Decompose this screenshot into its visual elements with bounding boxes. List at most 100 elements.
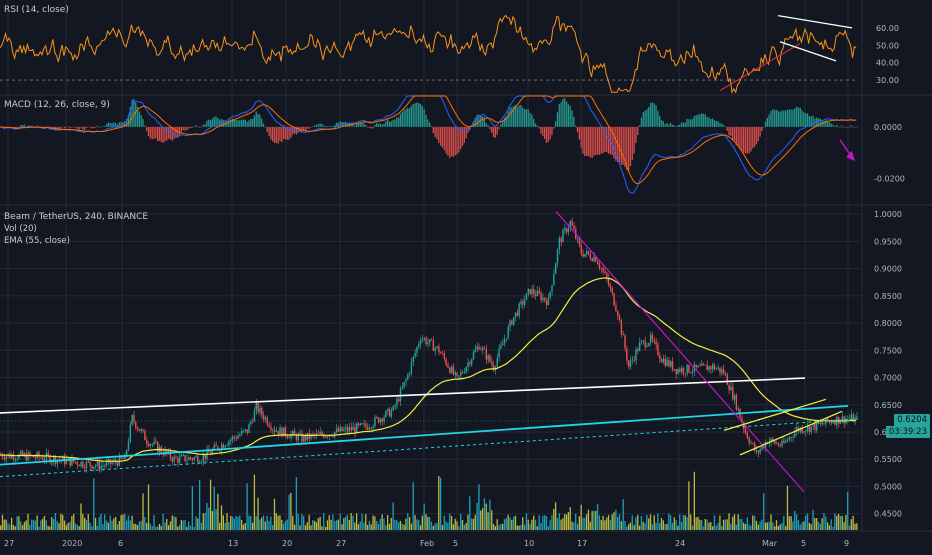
volume-bar: [768, 521, 770, 530]
volume-bar: [460, 513, 462, 530]
symbol-label[interactable]: Beam / TetherUS, 240, BINANCE: [4, 212, 149, 222]
time-axis-label: 6: [118, 539, 123, 548]
candle-body: [443, 353, 446, 359]
macd-hist-bar: [540, 126, 542, 134]
candle-body: [523, 300, 526, 305]
volume-bar: [688, 481, 690, 530]
macd-hist-bar: [856, 126, 858, 128]
rsi-line[interactable]: [0, 14, 857, 94]
candle-body: [631, 359, 634, 361]
volume-bar: [122, 514, 124, 530]
volume-bar: [7, 523, 9, 530]
volume-bar: [600, 519, 602, 530]
candle-body: [847, 418, 849, 420]
rsi-channel-lower[interactable]: [779, 41, 837, 62]
volume-bar: [569, 507, 571, 530]
candle-body: [138, 428, 141, 431]
volume-bar: [14, 526, 16, 530]
volume-bar: [82, 513, 84, 530]
arrow-down-right-icon[interactable]: [839, 139, 855, 161]
macd-hist-bar: [251, 119, 254, 127]
candle-body: [275, 430, 278, 432]
volume-bar: [156, 526, 159, 530]
price-pane[interactable]: [0, 211, 859, 530]
macd-pane[interactable]: [0, 95, 858, 194]
candle-body: [323, 434, 325, 438]
volume-bar: [377, 523, 380, 530]
macd-hist-bar: [801, 110, 803, 127]
macd-signal-line[interactable]: [0, 95, 857, 185]
macd-hist-bar: [839, 126, 842, 128]
candle-body: [686, 364, 688, 374]
ema-label[interactable]: EMA (55, close): [4, 236, 70, 246]
macd-hist-bar: [109, 123, 111, 127]
volume-bar: [808, 522, 811, 530]
macd-hist-bar: [372, 126, 374, 129]
volume-bar: [284, 520, 287, 530]
volume-bar: [89, 522, 91, 530]
volume-bar: [680, 522, 683, 530]
macd-hist-bar: [576, 126, 579, 133]
candle-body: [125, 450, 128, 455]
candle-body: [10, 454, 13, 458]
rsi-support-trendline[interactable]: [719, 43, 801, 91]
candle-body: [470, 359, 473, 365]
macd-hist-bar: [228, 120, 230, 127]
macd-hist-bar: [248, 120, 250, 127]
macd-hist-bar: [554, 121, 557, 127]
macd-label[interactable]: MACD (12, 26, close, 9): [4, 100, 110, 110]
volume-bar: [567, 512, 570, 530]
wedge-lower-line[interactable]: [739, 410, 843, 456]
volume-bar: [1, 514, 4, 530]
macd-hist-bar: [556, 112, 559, 127]
candle-body: [272, 429, 274, 431]
macd-hist-bar: [273, 126, 276, 143]
rsi-channel-upper[interactable]: [777, 15, 853, 29]
candle-body: [135, 421, 137, 428]
support-trendline[interactable]: [0, 404, 849, 466]
candle-body: [724, 373, 727, 375]
macd-hist-bar: [381, 124, 383, 127]
rsi-label[interactable]: RSI (14, close): [4, 5, 69, 15]
macd-hist-bar: [94, 126, 97, 128]
macd-hist-bar: [819, 118, 821, 127]
macd-hist-bar: [520, 104, 522, 127]
ema-55-line[interactable]: [0, 277, 857, 463]
macd-hist-bar: [841, 125, 843, 127]
candle-body: [171, 458, 173, 462]
resistance-trendline[interactable]: [0, 377, 806, 414]
volume-bar: [209, 479, 212, 530]
descending-trendline[interactable]: [555, 211, 805, 493]
rsi-pane[interactable]: [0, 14, 858, 94]
macd-hist-bar: [596, 126, 599, 155]
candle-body: [3, 457, 6, 460]
volume-bar: [198, 479, 201, 530]
macd-hist-bar: [313, 125, 316, 127]
volume-bar: [60, 513, 62, 530]
volume-bar: [522, 517, 524, 530]
volume-label[interactable]: Vol (20): [4, 224, 37, 234]
volume-bar: [746, 517, 748, 530]
volume-bar: [480, 510, 482, 530]
macd-hist-bar: [85, 126, 88, 128]
volume-bar: [631, 515, 633, 530]
candle-body: [452, 366, 455, 375]
volume-bar: [595, 510, 597, 530]
volume-bar: [474, 514, 476, 530]
macd-hist-bar: [489, 126, 491, 130]
macd-hist-bar: [209, 119, 212, 127]
macd-hist-bar: [100, 126, 102, 128]
macd-line[interactable]: [0, 95, 857, 194]
volume-bar: [169, 521, 172, 530]
volume-bar: [463, 524, 465, 530]
candle-body: [34, 457, 37, 459]
candle-body: [262, 414, 265, 420]
axis-layer[interactable]: 1.0000 0.9500 0.9000 0.8500 0.8000 0.7500 0.70…: [4, 24, 905, 548]
candle-body: [18, 454, 20, 459]
macd-hist-bar: [197, 126, 199, 128]
candle-body: [505, 338, 508, 340]
wedge-upper-line[interactable]: [723, 398, 827, 431]
macd-hist-bar: [534, 123, 537, 127]
